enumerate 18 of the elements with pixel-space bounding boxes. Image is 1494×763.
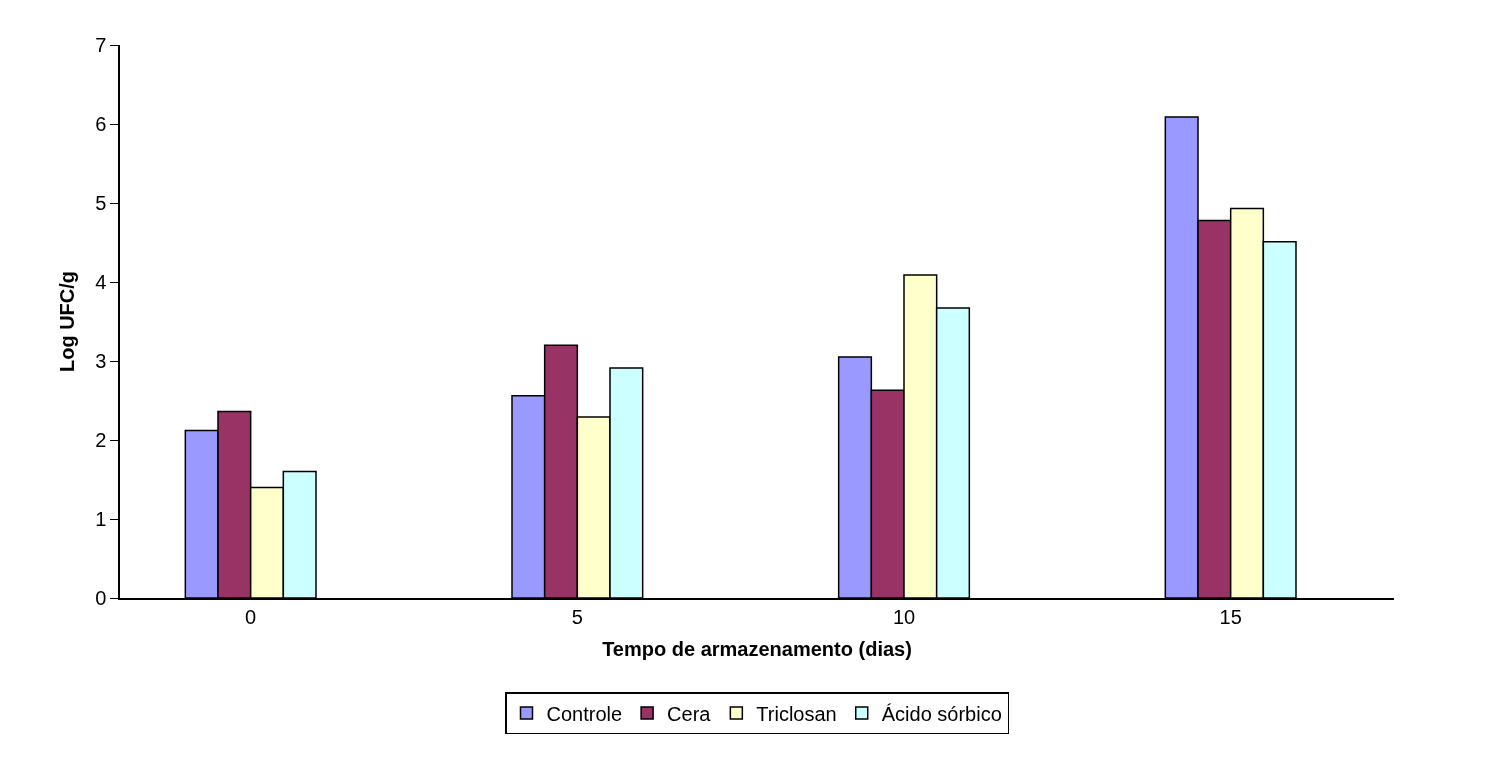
x-tick-label: 0: [245, 605, 257, 628]
y-tick-label: 7: [95, 34, 107, 56]
y-tick-label: 6: [95, 113, 107, 135]
y-tick-label: 3: [95, 350, 107, 372]
y-axis-title: Log UFC/g: [56, 270, 79, 373]
legend-label: Ácido sórbico: [881, 702, 1002, 725]
x-axis-title: Tempo de armazenamento (dias): [602, 637, 912, 660]
legend-label: Cera: [667, 702, 712, 725]
x-tick-label: 10: [892, 605, 916, 628]
legend-label: Controle: [546, 702, 623, 725]
y-tick-label: 5: [95, 192, 107, 214]
y-tick-label: 4: [95, 271, 107, 293]
y-tick-label: 1: [95, 508, 107, 530]
x-tick-label: 15: [1219, 605, 1242, 628]
x-tick-label: 5: [571, 605, 583, 628]
y-tick-label: 0: [95, 587, 107, 609]
y-tick-label: 2: [95, 429, 107, 451]
legend-label: Triclosan: [756, 702, 837, 725]
